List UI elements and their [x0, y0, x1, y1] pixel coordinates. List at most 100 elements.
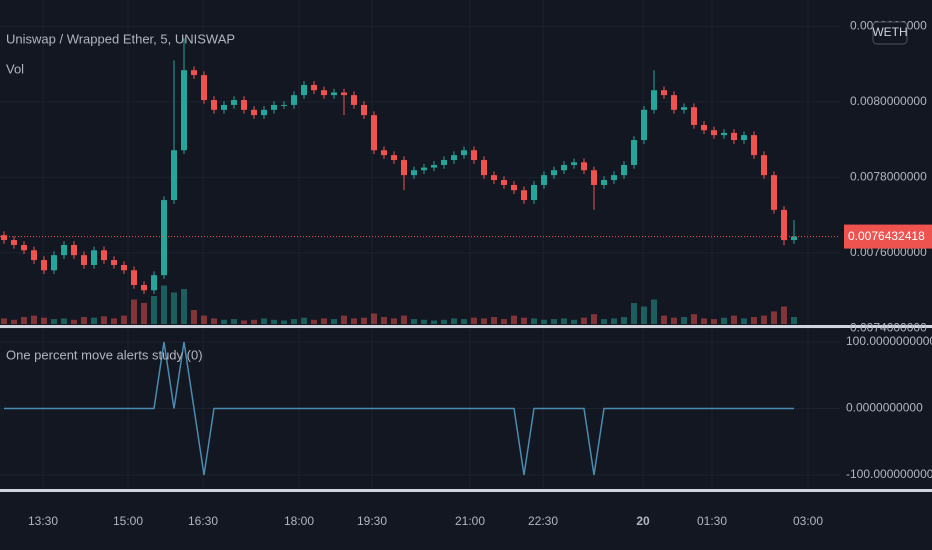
candle-body — [201, 75, 207, 101]
volume-bar — [471, 317, 477, 324]
volume-bar — [241, 320, 247, 324]
volume-bar — [1, 318, 7, 324]
volume-bar — [251, 319, 257, 324]
candle-body — [331, 92, 337, 96]
candle-body — [111, 260, 117, 265]
candle-body — [631, 140, 637, 165]
volume-bar — [201, 315, 207, 324]
candle-body — [641, 109, 647, 141]
volume-bar — [531, 318, 537, 324]
candle-body — [671, 95, 677, 110]
candle-body — [731, 132, 737, 141]
volume-bar — [561, 318, 567, 324]
y-tick-label: 0.0078000000 — [850, 170, 927, 184]
volume-bar — [721, 317, 727, 324]
volume-bar — [551, 319, 557, 324]
candle-body — [621, 164, 627, 176]
candle-body — [471, 150, 477, 161]
volume-bar — [171, 292, 177, 324]
candle-body — [781, 209, 787, 241]
indicator-title: One percent move alerts study (0) — [6, 347, 203, 362]
candle-body — [741, 135, 747, 141]
volume-bar — [281, 320, 287, 324]
pane-separator — [0, 325, 932, 328]
volume-bar — [141, 303, 147, 324]
x-tick-label: 19:30 — [357, 514, 387, 528]
candle-body — [281, 104, 287, 106]
y-tick-label: 0.0000000000 — [846, 401, 923, 415]
candle-body — [481, 160, 487, 176]
candle-body — [441, 160, 447, 165]
volume-bar — [31, 315, 37, 324]
candle-body — [321, 90, 327, 96]
candle-body — [651, 90, 657, 110]
indicator-line — [4, 341, 794, 476]
volume-bar — [501, 319, 507, 324]
volume-bar — [91, 317, 97, 324]
volume-bar — [231, 319, 237, 324]
x-tick-label: 01:30 — [697, 514, 727, 528]
candle-body — [721, 132, 727, 136]
candle-body — [691, 107, 697, 125]
candle-body — [371, 115, 377, 151]
candle-body — [301, 84, 307, 96]
volume-bar — [81, 317, 87, 324]
volume-bar — [571, 319, 577, 324]
volume-bar — [361, 317, 367, 324]
volume-bar — [321, 318, 327, 324]
candle-body — [171, 150, 177, 201]
candle-body — [521, 190, 527, 201]
candle-body — [761, 155, 767, 176]
candle-body — [71, 244, 77, 256]
volume-bar — [261, 318, 267, 324]
candle-body — [431, 164, 437, 168]
volume-bar — [181, 289, 187, 324]
volume-bar — [421, 319, 427, 324]
candle-body — [251, 109, 257, 116]
volume-bar — [391, 318, 397, 324]
candle-body — [601, 180, 607, 185]
volume-bar — [61, 318, 67, 324]
candle-body — [711, 130, 717, 136]
volume-bar — [781, 306, 787, 324]
volume-bar — [601, 319, 607, 324]
volume-bar — [491, 317, 497, 324]
volume-bar — [671, 317, 677, 324]
chart-title: Uniswap / Wrapped Ether, 5, UNISWAP — [6, 31, 235, 46]
candle-body — [661, 90, 667, 96]
candle-body — [41, 260, 47, 271]
candle-body — [411, 170, 417, 176]
candle-body — [1, 235, 7, 241]
volume-bar — [131, 299, 137, 324]
volume-bar — [541, 319, 547, 324]
volume-title: Vol — [6, 61, 24, 76]
candle-body — [391, 155, 397, 161]
candle-body — [151, 275, 157, 291]
volume-bar — [311, 319, 317, 324]
candle-body — [21, 244, 27, 251]
candle-body — [581, 162, 587, 171]
candle-body — [311, 84, 317, 91]
volume-bar — [411, 319, 417, 324]
volume-bar — [161, 285, 167, 324]
volume-bar — [461, 319, 467, 324]
volume-bar — [661, 315, 667, 324]
candle-body — [81, 255, 87, 265]
volume-bar — [21, 317, 27, 324]
volume-bar — [621, 317, 627, 324]
volume-bar — [121, 315, 127, 324]
candle-body — [61, 244, 67, 256]
volume-bar — [481, 318, 487, 324]
candle-body — [271, 104, 277, 110]
candle-body — [131, 270, 137, 285]
candle-body — [591, 170, 597, 185]
candle-body — [11, 240, 17, 245]
candle-body — [51, 255, 57, 271]
y-tick-label: 0.0074000000 — [850, 321, 927, 335]
candle-body — [241, 100, 247, 110]
candle-body — [211, 100, 217, 110]
candle-body — [91, 250, 97, 265]
